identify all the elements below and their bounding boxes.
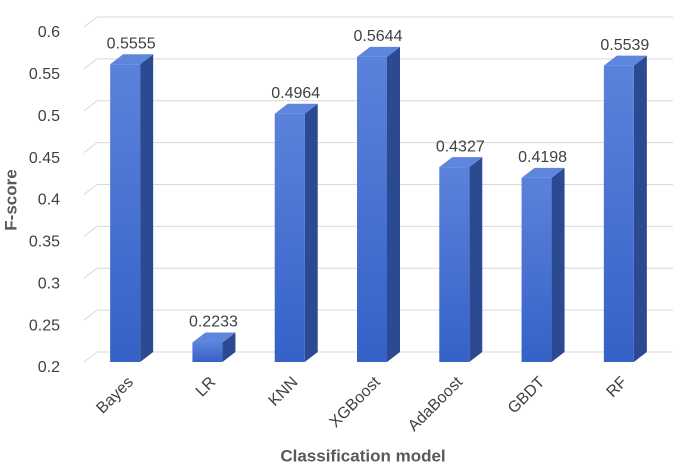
bar (357, 46, 400, 362)
bar-front (192, 342, 223, 362)
bar-side (633, 55, 647, 362)
bar (521, 167, 565, 362)
y-tick-label: 0.2 (38, 359, 60, 376)
x-axis-title: Classification model (280, 446, 445, 465)
x-tick-label: AdaBoost (405, 373, 466, 434)
bar (274, 103, 318, 362)
bar-top (274, 103, 318, 114)
y-tick-label: 0.35 (29, 234, 60, 251)
grid-line (83, 142, 673, 154)
grid-line (83, 58, 673, 70)
bar-front (521, 177, 552, 362)
bar-front (439, 167, 470, 362)
bar-top (357, 46, 400, 57)
value-label: 0.5555 (107, 35, 156, 52)
bar-top (110, 54, 154, 65)
y-tick-label: 0.25 (29, 317, 60, 334)
x-tick-label: Bayes (93, 374, 136, 417)
bar-side (469, 157, 483, 362)
y-tick-label: 0.55 (29, 66, 60, 83)
bar (603, 55, 647, 362)
bar-top (192, 332, 236, 343)
bar-side (140, 54, 154, 363)
x-tick-label: RF (604, 374, 631, 401)
bar (110, 54, 154, 363)
bar-side (387, 46, 400, 362)
x-tick-label: XGBoost (327, 373, 385, 431)
x-tick-label: LR (193, 374, 219, 400)
bar (192, 332, 236, 362)
y-axis-title: F-score (1, 169, 20, 230)
value-label: 0.2233 (189, 314, 238, 331)
y-tick-label: 0.6 (38, 24, 60, 41)
bar-front (603, 65, 634, 362)
bar-top (521, 167, 565, 178)
value-label: 0.4964 (271, 85, 320, 102)
bar-side (222, 332, 236, 362)
x-tick-label: KNN (266, 374, 302, 410)
bar-front (110, 64, 141, 363)
bar-side (304, 103, 318, 362)
y-tick-label: 0.4 (38, 192, 60, 209)
bar-side (551, 167, 565, 362)
value-label: 0.4198 (518, 149, 567, 166)
value-label: 0.5539 (600, 37, 649, 54)
x-tick-label: GBDT (505, 374, 549, 418)
grid-line (83, 100, 673, 112)
bar (439, 157, 483, 362)
bar-front (274, 113, 305, 362)
bar-top (603, 55, 647, 66)
bar-top (439, 157, 483, 168)
y-tick-label: 0.45 (29, 150, 60, 167)
y-tick-label: 0.5 (38, 108, 60, 125)
y-tick-label: 0.3 (38, 275, 60, 292)
value-label: 0.4327 (436, 138, 485, 155)
grid-line (83, 16, 673, 28)
bar-front (357, 56, 387, 362)
value-label: 0.5644 (354, 28, 403, 45)
